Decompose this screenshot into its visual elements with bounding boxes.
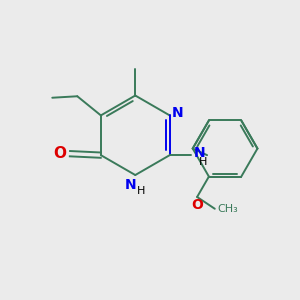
- Text: O: O: [191, 198, 203, 212]
- Text: O: O: [53, 146, 66, 161]
- Text: H: H: [136, 186, 145, 196]
- Text: N: N: [172, 106, 184, 120]
- Text: CH₃: CH₃: [218, 204, 238, 214]
- Text: H: H: [199, 157, 208, 166]
- Text: N: N: [193, 146, 205, 160]
- Text: N: N: [125, 178, 137, 192]
